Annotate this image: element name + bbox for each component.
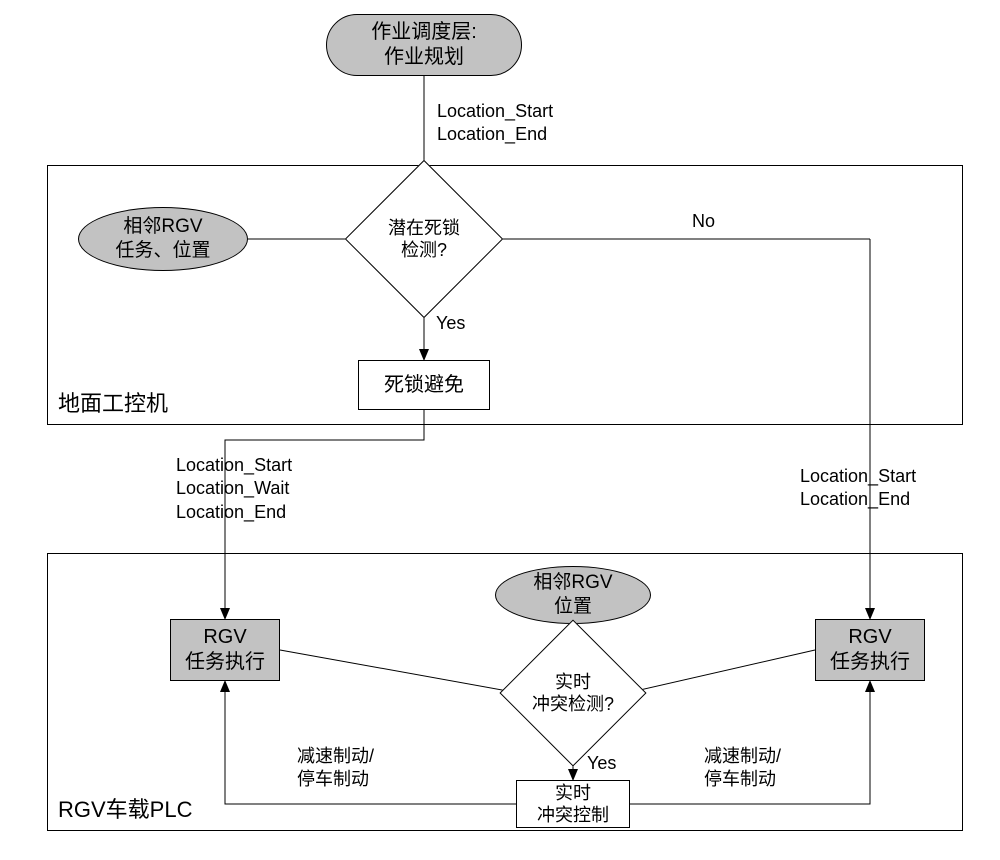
edge-label-brake-right: 减速制动/ 停车制动 (704, 745, 781, 792)
edge-label-avoid-out: Location_Start Location_Wait Location_En… (176, 454, 292, 524)
start-node-line2: 作业规划 (384, 45, 464, 70)
deadlock-avoid: 死锁避免 (358, 360, 490, 410)
neighbor-rgv-top-line2: 任务、位置 (115, 239, 210, 263)
rgv-exec-right-line2: 任务执行 (830, 650, 910, 675)
neighbor-rgv-top: 相邻RGV 任务、位置 (78, 207, 248, 271)
edge-label-yes-bottom: Yes (587, 752, 616, 775)
neighbor-rgv-bottom: 相邻RGV 位置 (495, 566, 651, 624)
edge-label-start-out: Location_Start Location_End (437, 100, 553, 147)
deadlock-check-line1: 潜在死锁 (388, 217, 460, 240)
conflict-check-line2: 冲突检测? (532, 693, 614, 716)
conflict-check: 实时 冲突检测? (521, 641, 625, 745)
edge-label-yes-top: Yes (436, 312, 465, 335)
neighbor-rgv-top-line1: 相邻RGV (123, 215, 202, 239)
deadlock-check: 潜在死锁 检测? (368, 183, 480, 295)
conflict-control-line2: 冲突控制 (537, 804, 609, 827)
deadlock-check-line2: 检测? (401, 239, 447, 262)
start-node-line1: 作业调度层: (371, 20, 477, 45)
deadlock-avoid-line1: 死锁避免 (384, 373, 464, 398)
rgv-exec-left-line1: RGV (203, 625, 246, 650)
neighbor-rgv-bottom-line1: 相邻RGV (533, 571, 612, 595)
conflict-control: 实时 冲突控制 (516, 780, 630, 828)
rgv-exec-right: RGV 任务执行 (815, 619, 925, 681)
start-node: 作业调度层: 作业规划 (326, 14, 522, 76)
conflict-check-line1: 实时 (555, 671, 591, 694)
rgv-exec-left-line2: 任务执行 (185, 650, 265, 675)
rgv-exec-left: RGV 任务执行 (170, 619, 280, 681)
conflict-control-line1: 实时 (555, 782, 591, 805)
edge-label-brake-left: 减速制动/ 停车制动 (297, 745, 374, 792)
edge-label-no-out: Location_Start Location_End (800, 465, 916, 512)
edge-label-no: No (692, 210, 715, 233)
rgv-exec-right-line1: RGV (848, 625, 891, 650)
neighbor-rgv-bottom-line2: 位置 (554, 595, 592, 619)
